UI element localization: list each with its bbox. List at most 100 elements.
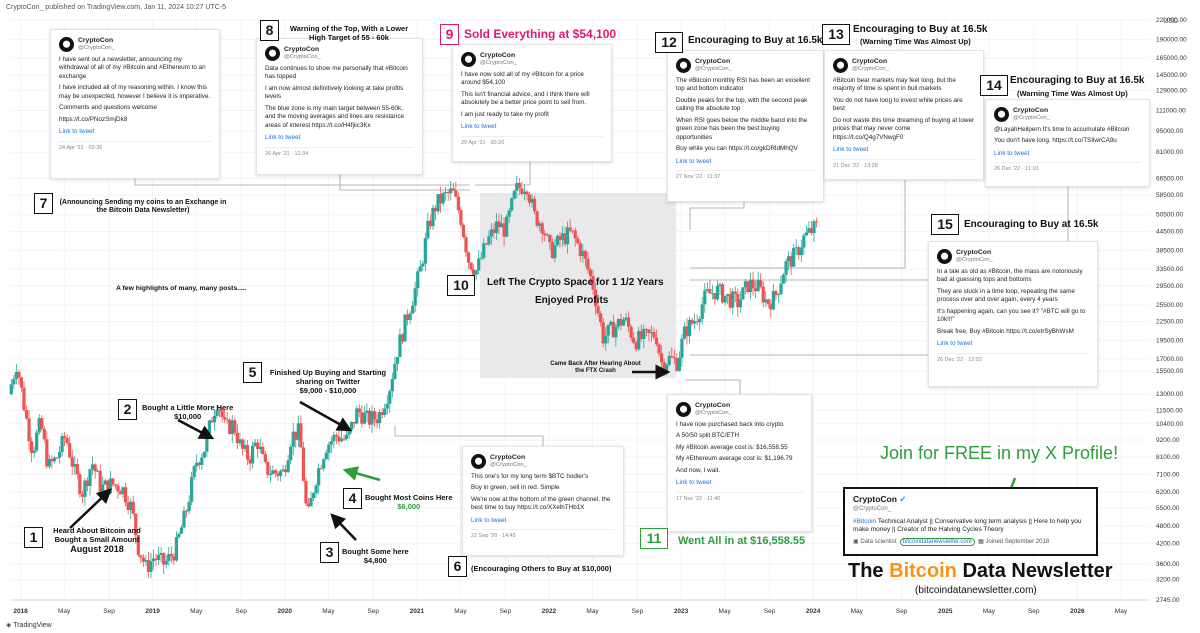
candle-body: [253, 442, 257, 446]
candle-body: [385, 403, 389, 409]
tweet-card-4[interactable]: ⬤ CryptoCon @CryptoCon_ The #Bitcoin month…: [667, 50, 824, 202]
x-tick-label: May: [586, 608, 599, 615]
connector-line: [475, 162, 531, 186]
tweet-timestamp: 26 Dec '22 · 12:03: [937, 352, 1089, 364]
candle-body: [393, 363, 397, 380]
x-tick-label: May: [719, 608, 732, 615]
tweet-text: It's happening again, can you see it? "#…: [937, 307, 1086, 324]
annotation-3-label: Bought Some here: [342, 547, 409, 556]
candle-body: [284, 469, 288, 473]
candle-body: [632, 337, 636, 343]
candle-body: [604, 335, 608, 344]
candle-body: [776, 294, 781, 296]
tweet-card-2[interactable]: ⬤ CryptoCon @CryptoCon_ Data continues to …: [256, 38, 423, 175]
candle-body: [441, 193, 445, 204]
tweet-link[interactable]: Link to tweet: [471, 516, 507, 524]
candle-body: [736, 293, 740, 308]
candle-body: [444, 192, 448, 194]
candle-body: [566, 227, 570, 245]
annotation-number-4: 4: [343, 488, 362, 509]
candle-body: [154, 558, 158, 560]
candle-body: [573, 230, 577, 239]
tweet-link[interactable]: Link to tweet: [59, 128, 95, 136]
bio-tag[interactable]: #Bitcoin: [853, 517, 877, 525]
candle-body: [703, 290, 707, 305]
candle-body: [63, 436, 67, 439]
candle-body: [659, 353, 664, 363]
tweet-link[interactable]: Link to tweet: [994, 149, 1030, 157]
y-tick-label: 7100.00: [1156, 471, 1180, 478]
candle-body: [205, 433, 209, 452]
candle-body: [710, 293, 715, 295]
connector-line: [339, 175, 470, 191]
candle-body: [687, 319, 692, 337]
candle-body: [748, 279, 753, 293]
tweet-timestamp: 21 Dec '22 · 13:28: [833, 158, 975, 170]
candle-body: [12, 378, 16, 385]
candle-body: [103, 480, 107, 485]
candle-body: [380, 412, 384, 416]
candle-body: [586, 258, 590, 270]
x-tick-label: May: [322, 608, 335, 615]
candle-body: [649, 332, 654, 334]
candle-body: [355, 408, 359, 424]
candle-body: [134, 513, 138, 536]
x-profile-card[interactable]: CryptoCon ✔ @CryptoCon_ #Bitcoin Technic…: [843, 487, 1098, 556]
tweet-link[interactable]: Link to tweet: [937, 340, 973, 348]
x-tick-label: Sep: [1028, 608, 1040, 615]
candle-body: [35, 432, 39, 451]
tradingview-logo[interactable]: ◈ TradingView: [6, 621, 52, 629]
tweet-text: #Bitcoin bear markets may feel long, but…: [833, 76, 956, 93]
tweet-card-5[interactable]: ⬤ CryptoCon @CryptoCon_ #Bitcoin bear mark…: [824, 50, 984, 180]
candle-body: [157, 554, 161, 560]
profile-website-link[interactable]: bitcoindatanewsletter.com: [899, 538, 975, 547]
candle-body: [235, 432, 239, 444]
candle-body: [47, 458, 51, 467]
tweet-link[interactable]: Link to tweet: [265, 134, 301, 142]
tweet-card-8[interactable]: ⬤ CryptoCon @CryptoCon_ I have now purchas…: [667, 394, 812, 532]
briefcase-icon: ▣: [853, 539, 859, 546]
candle-body: [639, 331, 643, 340]
candle-body: [700, 304, 704, 319]
tweet-card-9[interactable]: ⬤ CryptoCon @CryptoCon_ This one's for my …: [462, 446, 624, 556]
tweet-text: Double peaks for the top, with the secon…: [676, 96, 808, 113]
candle-body: [520, 188, 524, 194]
tweet-text: My #Ethereum average cost is: $1,196.79: [676, 455, 793, 463]
profile-occupation: Data scientist: [860, 539, 897, 546]
candle-body: [403, 314, 407, 342]
candle-body: [27, 418, 31, 442]
candle-body: [527, 194, 532, 203]
candle-body: [718, 284, 722, 286]
candle-body: [322, 459, 326, 469]
tweet-link[interactable]: Link to tweet: [676, 479, 712, 487]
tweet-card-1[interactable]: ⬤ CryptoCon @CryptoCon_ I have sent out a …: [50, 29, 220, 179]
candle-body: [479, 257, 483, 259]
candle-body: [169, 554, 173, 557]
candle-body: [139, 555, 143, 558]
tweet-card-3[interactable]: ⬤ CryptoCon @CryptoCon_ I have now sold al…: [452, 44, 612, 162]
candle-body: [713, 293, 717, 300]
candle-body: [291, 431, 295, 447]
tweet-card-7[interactable]: ⬤ CryptoCon @CryptoCon_ In a tale as old a…: [928, 241, 1098, 387]
tweet-timestamp: 22 Sep '20 · 14:45: [471, 529, 615, 540]
candle-body: [177, 533, 181, 538]
candle-body: [172, 556, 176, 561]
candle-body: [629, 326, 633, 338]
candle-body: [670, 355, 674, 358]
candle-body: [769, 304, 773, 310]
tweet-link[interactable]: Link to tweet: [676, 157, 712, 165]
tweet-link[interactable]: Link to tweet: [461, 123, 497, 131]
candle-body: [93, 464, 97, 472]
annotation-number-8: 8: [260, 20, 279, 41]
candle-body: [90, 464, 95, 470]
annotation-number-3: 3: [320, 542, 339, 563]
y-tick-label: 129000.00: [1156, 88, 1187, 95]
x-tick-label: 2025: [938, 608, 953, 615]
candle-body: [50, 458, 54, 462]
tweet-card-6[interactable]: ⬤ CryptoCon @CryptoCon_ @LayahHeilpern It'…: [985, 99, 1150, 187]
tweet-link[interactable]: Link to tweet: [833, 146, 869, 154]
x-tick-label: May: [851, 608, 864, 615]
candle-body: [555, 235, 560, 246]
candle-body: [647, 329, 651, 334]
